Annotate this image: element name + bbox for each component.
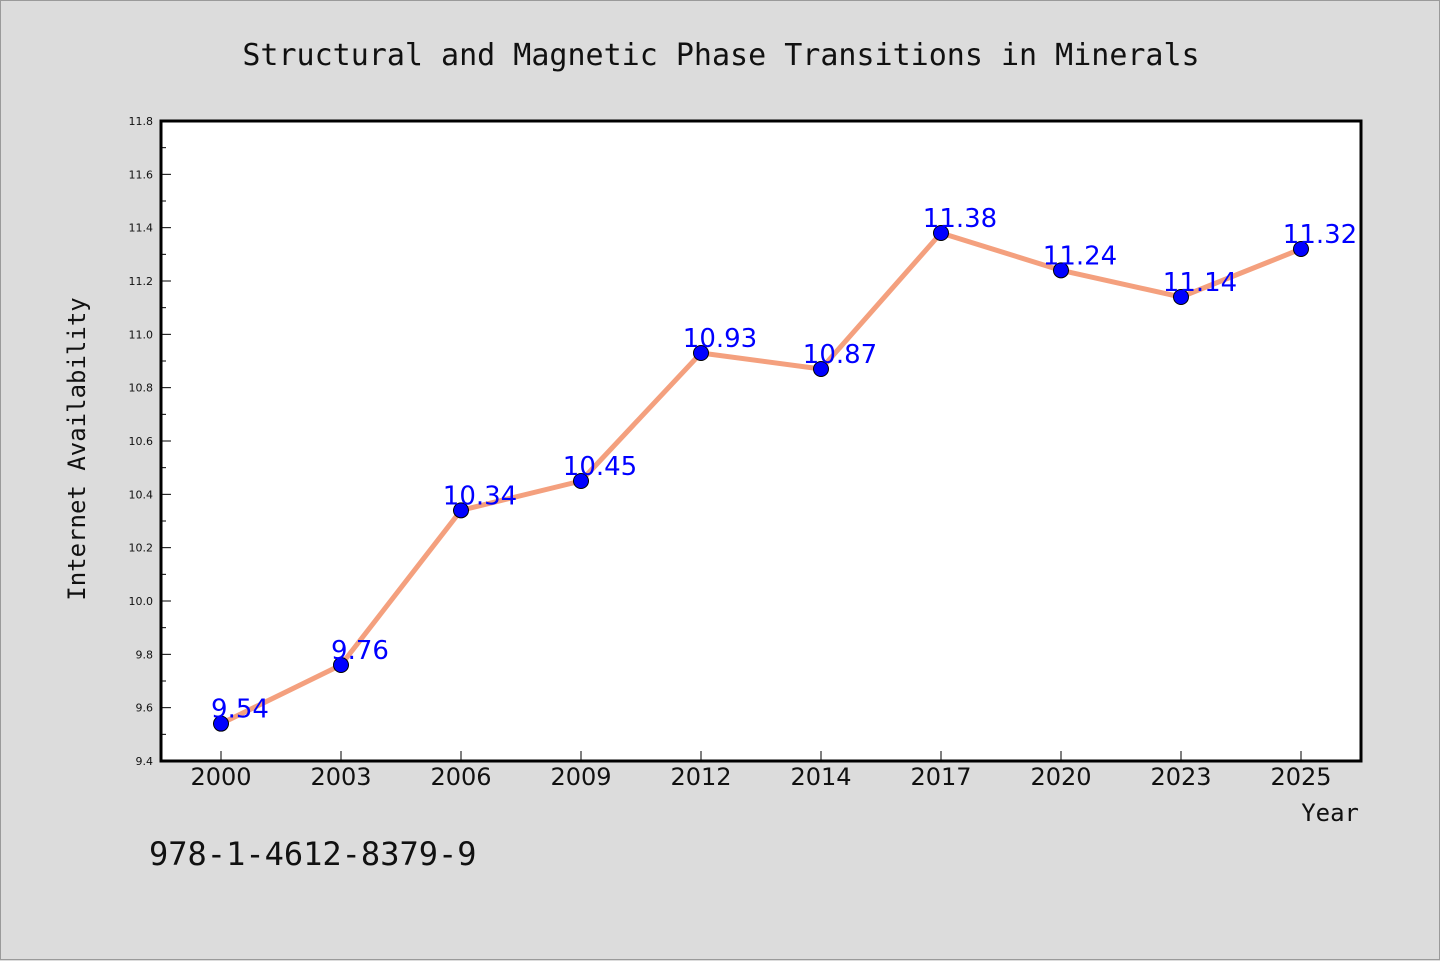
series-line-group: [213, 225, 1309, 732]
x-tick-label: 2025: [1270, 763, 1331, 791]
y-tick-label: 11.4: [129, 222, 154, 235]
x-tick-label: 2006: [430, 763, 491, 791]
y-axis-label: Internet Availability: [63, 297, 91, 600]
data-label-group: 9.54 9.76 10.34 10.45 10.93 10.87 11.38 11.24 11…: [211, 204, 1357, 725]
data-label: 11.32: [1283, 220, 1357, 250]
isbn-text: 978-1-4612-8379-9: [149, 835, 477, 873]
x-tick-label: 2003: [310, 763, 371, 791]
data-point: [1293, 241, 1309, 257]
x-tick-label: 2017: [910, 763, 971, 791]
y-tick-label: 10.2: [129, 542, 154, 555]
x-tick-label: 2012: [670, 763, 731, 791]
data-point: [1173, 289, 1189, 305]
y-tick-label: 9.6: [136, 702, 154, 715]
data-point: [453, 502, 469, 519]
y-tick-label: 10.8: [129, 382, 154, 395]
data-point: [333, 657, 349, 673]
data-label: 10.34: [443, 481, 517, 511]
y-axis: 9.4 9.6 9.8 10.0 10.2 10.4 10.6 10.8 11.0 11.2 11.…: [129, 115, 171, 768]
data-point: [693, 345, 709, 361]
plot-area: [159, 119, 1363, 763]
y-tick-label: 11.6: [129, 168, 154, 181]
x-tick-label: 2000: [190, 763, 251, 791]
x-tick-label: 2009: [550, 763, 611, 791]
x-tick-label: 2014: [790, 763, 851, 791]
data-label: 9.76: [331, 636, 389, 666]
x-tick-label: 2020: [1030, 763, 1091, 791]
chart-title: Structural and Magnetic Phase Transition…: [242, 38, 1199, 73]
data-point: [213, 715, 229, 732]
y-tick-label: 9.4: [136, 755, 154, 768]
data-point: [1053, 262, 1069, 279]
y-tick-label: 10.4: [129, 488, 154, 501]
data-point: [813, 361, 829, 377]
data-label: 10.87: [803, 340, 877, 370]
series-line: [218, 230, 1304, 727]
x-axis-label: Year: [1301, 799, 1359, 827]
data-label: 10.45: [563, 452, 637, 482]
x-axis: 2000 2003 2006 2009 2012 2014 2017 2020 2023 2025: [190, 751, 1332, 791]
y-tick-label: 10.6: [129, 435, 154, 448]
data-label: 9.54: [211, 695, 269, 725]
y-tick-label: 11.8: [129, 115, 154, 128]
y-tick-label: 9.8: [136, 648, 154, 661]
data-label: 11.38: [923, 204, 997, 234]
data-label: 11.24: [1043, 241, 1117, 271]
data-point: [573, 473, 589, 489]
y-tick-label: 11.0: [129, 328, 154, 341]
data-label: 11.14: [1163, 268, 1237, 298]
x-tick-label: 2023: [1150, 763, 1211, 791]
y-tick-label: 11.2: [129, 275, 154, 288]
data-point: [933, 225, 949, 241]
y-tick-label: 10.0: [129, 595, 154, 608]
data-label: 10.93: [683, 324, 757, 354]
